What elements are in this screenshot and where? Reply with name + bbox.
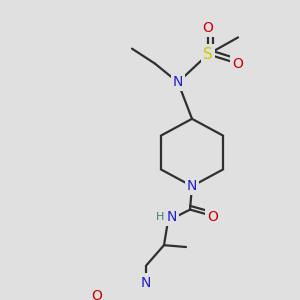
Text: S: S	[203, 47, 213, 62]
Text: H: H	[156, 212, 164, 222]
Text: O: O	[208, 210, 218, 224]
Text: N: N	[141, 276, 151, 289]
Text: N: N	[187, 179, 197, 193]
Text: N: N	[173, 75, 183, 89]
Text: O: O	[202, 21, 213, 35]
Text: O: O	[91, 289, 102, 300]
Text: O: O	[232, 57, 243, 70]
Text: N: N	[167, 210, 177, 224]
